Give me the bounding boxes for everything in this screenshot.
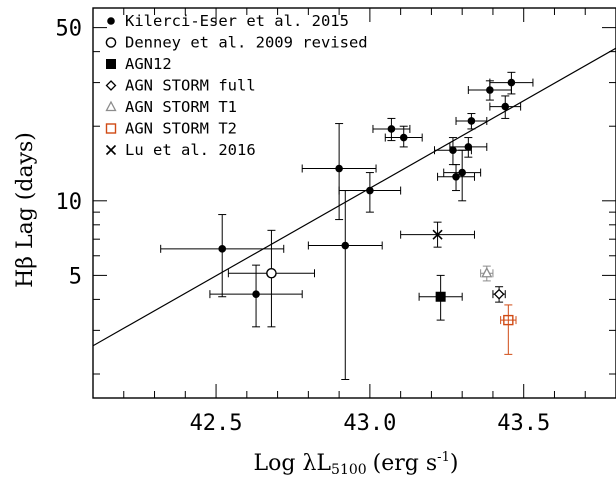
series-0 xyxy=(160,71,534,381)
series-4 xyxy=(480,265,494,282)
legend-entry: Lu et al. 2016 xyxy=(105,141,256,159)
marker xyxy=(503,314,514,326)
marker xyxy=(481,266,493,278)
legend-entry: AGN STORM T1 xyxy=(105,98,237,116)
plot-frame xyxy=(92,7,616,399)
series-6 xyxy=(400,221,475,248)
legend-marker xyxy=(105,123,117,134)
marker xyxy=(252,290,260,298)
data-point xyxy=(449,137,488,158)
x-axis-title-units: (erg s xyxy=(373,451,438,476)
legend-label: AGN12 xyxy=(125,55,172,73)
data-point xyxy=(307,190,383,381)
legend-marker xyxy=(105,37,117,48)
legend: Kilerci-Eser et al. 2015 Denney et al. 20… xyxy=(105,12,368,159)
legend-marker-b xyxy=(105,144,117,156)
marker xyxy=(366,186,374,195)
x-axis-title-sup: -1 xyxy=(437,450,450,465)
marker xyxy=(435,291,446,302)
series-5 xyxy=(500,304,517,355)
data-point xyxy=(384,125,423,148)
data-point xyxy=(443,149,482,202)
x-tick-label: 43.5 xyxy=(497,411,550,436)
data-marks xyxy=(160,71,534,381)
data-point xyxy=(160,214,285,298)
data-point xyxy=(492,286,506,303)
data-point xyxy=(489,71,534,95)
data-point xyxy=(455,113,488,130)
legend-entry: Kilerci-Eser et al. 2015 xyxy=(107,12,349,30)
marker xyxy=(341,241,350,250)
marker xyxy=(507,78,516,87)
data-point xyxy=(500,304,517,355)
marker xyxy=(335,164,343,173)
marker xyxy=(458,168,466,177)
y-tick-label: 5 xyxy=(69,264,82,289)
x-axis-title-end: ) xyxy=(450,451,459,476)
data-point xyxy=(433,137,472,166)
legend-entry: AGN12 xyxy=(106,55,172,73)
legend-marker xyxy=(107,17,115,25)
legend-entry: AGN STORM T2 xyxy=(105,120,237,138)
marker xyxy=(501,102,510,111)
y-axis-title: Hβ Lag (days) xyxy=(13,132,38,288)
x-axis-title-main: Log λL xyxy=(254,451,332,476)
data-point xyxy=(437,164,475,192)
x-axis-title-sub: 5100 xyxy=(331,462,367,477)
legend-entry: Denney et al. 2009 revised xyxy=(105,34,368,52)
legend-label: AGN STORM full xyxy=(125,77,256,95)
data-point xyxy=(227,229,316,328)
legend-label: Denney et al. 2009 revised xyxy=(125,34,368,52)
x-tick-label: 43.0 xyxy=(343,411,396,436)
y-tick-label: 10 xyxy=(56,190,83,215)
legend-label: Kilerci-Eser et al. 2015 xyxy=(125,12,349,30)
legend-marker xyxy=(105,80,117,91)
fit-line xyxy=(93,47,616,347)
marker xyxy=(467,117,476,125)
marker xyxy=(399,133,408,142)
data-point xyxy=(480,265,494,282)
series-2 xyxy=(418,274,463,321)
data-point xyxy=(418,274,463,321)
marker xyxy=(218,245,227,253)
marker xyxy=(452,172,460,181)
data-point xyxy=(209,264,303,328)
series-1 xyxy=(227,229,316,328)
legend-label: Lu et al. 2016 xyxy=(125,141,256,159)
legend-marker xyxy=(105,100,117,112)
axes: 42.5 43.0 43.5 5 10 50 xyxy=(56,7,616,436)
legend-label: AGN STORM T2 xyxy=(125,120,237,138)
data-point xyxy=(301,123,377,221)
marker xyxy=(486,86,494,94)
x-axis-title: Log λL5100 (erg s-1) xyxy=(254,450,459,477)
marker xyxy=(464,143,473,151)
plot-area xyxy=(93,47,616,347)
marker xyxy=(387,125,396,133)
legend-marker xyxy=(106,59,116,69)
data-point xyxy=(489,95,522,119)
series-3 xyxy=(492,286,506,303)
data-point xyxy=(338,172,402,213)
marker xyxy=(449,146,457,155)
marker xyxy=(493,288,505,300)
y-tick-label: 50 xyxy=(56,17,83,42)
legend-entry: AGN STORM full xyxy=(105,77,256,95)
marker-b xyxy=(432,229,443,240)
marker xyxy=(266,267,277,279)
data-point xyxy=(400,221,475,248)
legend-label: AGN STORM T1 xyxy=(125,98,237,116)
data-point xyxy=(372,117,411,142)
x-tick-label: 42.5 xyxy=(190,411,243,436)
